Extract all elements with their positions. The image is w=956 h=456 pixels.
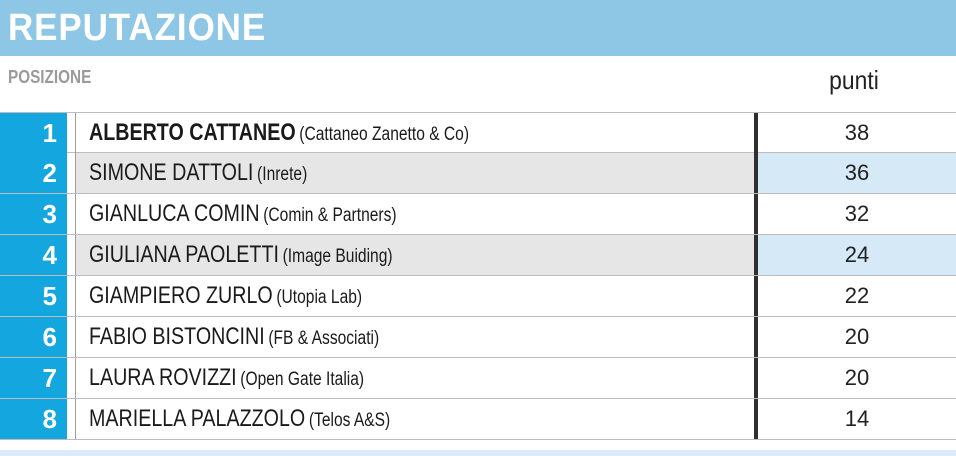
points-value: 32 [754, 194, 956, 234]
points-value: 38 [754, 113, 956, 153]
rank-number: 5 [0, 276, 67, 316]
table-row: 2 SIMONE DATTOLI (Inrete) 36 [0, 153, 956, 194]
points-value: 24 [754, 235, 956, 275]
points-column-header: punti [829, 65, 879, 95]
points-value: 14 [754, 399, 956, 439]
bottom-divider [0, 450, 956, 456]
name-cell: FABIO BISTONCINI (FB & Associati) [75, 317, 754, 357]
company-name: (Utopia Lab) [276, 287, 363, 308]
rank-number: 3 [0, 194, 67, 234]
ranking-table: 1 ALBERTO CATTANEO (Cattaneo Zanetto & C… [0, 112, 956, 440]
name-cell: GIAMPIERO ZURLO (Utopia Lab) [75, 276, 754, 316]
name-cell: SIMONE DATTOLI (Inrete) [75, 153, 754, 193]
table-row: 3 GIANLUCA COMIN (Comin & Partners) 32 [0, 194, 956, 235]
rank-number: 2 [0, 153, 67, 193]
person-name: GIULIANA PAOLETTI [89, 241, 279, 268]
company-name: (Cattaneo Zanetto & Co) [299, 124, 470, 145]
position-column-header: POSIZIONE [8, 67, 92, 87]
table-row: 5 GIAMPIERO ZURLO (Utopia Lab) 22 [0, 276, 956, 317]
person-name: SIMONE DATTOLI [89, 159, 254, 186]
rank-number: 4 [0, 235, 67, 275]
person-name: LAURA ROVIZZI [89, 364, 237, 391]
name-cell: LAURA ROVIZZI (Open Gate Italia) [75, 358, 754, 398]
person-name: GIANLUCA COMIN [89, 200, 260, 227]
title-bar: REPUTAZIONE [0, 0, 956, 56]
name-cell: GIULIANA PAOLETTI (Image Buiding) [75, 235, 754, 275]
points-value: 20 [754, 358, 956, 398]
table-row: 1 ALBERTO CATTANEO (Cattaneo Zanetto & C… [0, 112, 956, 153]
person-name: FABIO BISTONCINI [89, 323, 265, 350]
rank-number: 1 [0, 113, 67, 153]
company-name: (Open Gate Italia) [240, 369, 365, 390]
table-row: 7 LAURA ROVIZZI (Open Gate Italia) 20 [0, 358, 956, 399]
company-name: (Inrete) [257, 164, 308, 185]
person-name: MARIELLA PALAZZOLO [89, 405, 306, 432]
person-name: GIAMPIERO ZURLO [89, 282, 273, 309]
table-row: 6 FABIO BISTONCINI (FB & Associati) 20 [0, 317, 956, 358]
name-cell: MARIELLA PALAZZOLO (Telos A&S) [75, 399, 754, 439]
panel-title: REPUTAZIONE [8, 7, 267, 49]
company-name: (Image Buiding) [282, 246, 393, 267]
name-cell: ALBERTO CATTANEO (Cattaneo Zanetto & Co) [75, 113, 754, 153]
rank-number: 7 [0, 358, 67, 398]
table-row: 4 GIULIANA PAOLETTI (Image Buiding) 24 [0, 235, 956, 276]
person-name: ALBERTO CATTANEO [89, 119, 296, 146]
name-cell: GIANLUCA COMIN (Comin & Partners) [75, 194, 754, 234]
points-value: 20 [754, 317, 956, 357]
rank-number: 6 [0, 317, 67, 357]
points-value: 22 [754, 276, 956, 316]
company-name: (Telos A&S) [308, 410, 391, 431]
company-name: (Comin & Partners) [263, 205, 397, 226]
company-name: (FB & Associati) [268, 328, 380, 349]
points-value: 36 [754, 153, 956, 193]
rank-number: 8 [0, 399, 67, 439]
table-row: 8 MARIELLA PALAZZOLO (Telos A&S) 14 [0, 399, 956, 440]
